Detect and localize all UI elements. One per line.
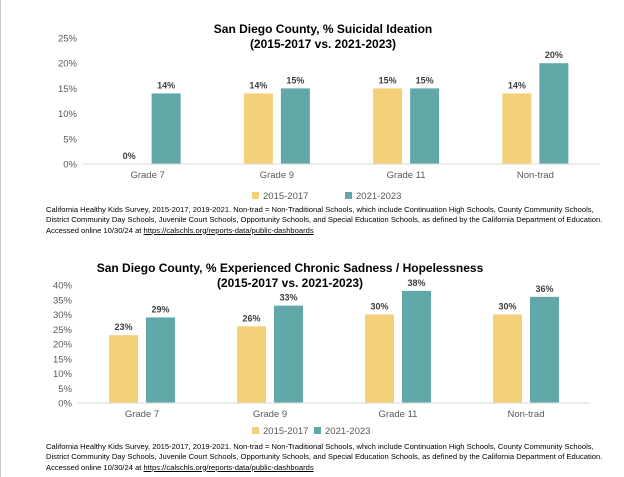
x-category-label: Non-trad — [508, 409, 545, 420]
source-link[interactable]: https://calschls.org/reports-data/public… — [143, 462, 314, 472]
y-tick-label: 40% — [53, 281, 73, 292]
bar-2021-2023 — [402, 290, 431, 403]
bar-2015-2017 — [502, 93, 532, 164]
source-note-2: California Healthy Kids Survey, 2015-201… — [46, 442, 606, 473]
chart-title: San Diego County, % Suicidal Ideation — [214, 22, 432, 36]
bar-2015-2017 — [109, 335, 138, 403]
y-tick-label: 10% — [53, 369, 73, 380]
data-label: 33% — [279, 293, 297, 303]
x-category-label: Grade 7 — [125, 409, 159, 420]
y-tick-label: 15% — [58, 84, 78, 95]
source-note-1: California Healthy Kids Survey, 2015-201… — [46, 205, 606, 236]
x-category-label: Grade 9 — [253, 409, 287, 420]
legend-swatch — [314, 427, 321, 434]
bar-2015-2017 — [493, 314, 522, 403]
legend-label: 2021-2023 — [325, 426, 370, 437]
data-label: 14% — [508, 80, 526, 90]
y-tick-label: 30% — [53, 310, 73, 321]
data-label: 26% — [242, 313, 260, 323]
y-tick-label: 15% — [53, 354, 73, 365]
legend-swatch — [345, 192, 352, 199]
data-label: 14% — [249, 80, 267, 90]
y-tick-label: 0% — [58, 399, 72, 410]
frame-border — [0, 0, 1, 477]
bar-2015-2017 — [243, 93, 273, 164]
data-label: 15% — [416, 75, 434, 85]
source-text: California Healthy Kids Survey, 2015-201… — [46, 205, 603, 235]
bar-2021-2023 — [530, 296, 559, 403]
x-category-label: Grade 11 — [387, 170, 426, 181]
bar-2015-2017 — [365, 314, 394, 403]
chart-subtitle: (2015-2017 vs. 2021-2023) — [250, 37, 396, 51]
y-tick-label: 20% — [53, 340, 73, 351]
bar-2021-2023 — [151, 93, 181, 164]
data-label: 14% — [157, 80, 175, 90]
data-label: 15% — [379, 75, 397, 85]
legend-label: 2015-2017 — [263, 191, 308, 202]
legend-swatch — [252, 427, 259, 434]
source-text: California Healthy Kids Survey, 2015-201… — [46, 442, 603, 472]
bar-2021-2023 — [274, 305, 303, 403]
bar-2021-2023 — [146, 317, 175, 403]
chart-suicidal-ideation: San Diego County, % Suicidal Ideation(20… — [58, 22, 600, 202]
y-tick-label: 5% — [58, 384, 72, 395]
bar-2015-2017 — [373, 88, 403, 164]
chart-chronic-sadness: San Diego County, % Experienced Chronic … — [53, 261, 590, 437]
y-tick-label: 5% — [63, 134, 77, 145]
legend-label: 2021-2023 — [356, 191, 401, 202]
y-tick-label: 20% — [58, 59, 78, 70]
data-label: 20% — [545, 50, 563, 60]
y-tick-label: 10% — [58, 109, 78, 120]
y-tick-label: 0% — [63, 160, 77, 171]
data-label: 30% — [370, 302, 388, 312]
data-label: 38% — [407, 278, 425, 288]
chart-title: San Diego County, % Experienced Chronic … — [97, 261, 484, 275]
legend-label: 2015-2017 — [263, 426, 308, 437]
bar-2015-2017 — [237, 326, 266, 403]
data-label: 15% — [286, 75, 304, 85]
data-label: 29% — [151, 304, 169, 314]
bar-2021-2023 — [280, 88, 310, 164]
y-tick-label: 25% — [58, 34, 78, 45]
bar-2021-2023 — [410, 88, 440, 164]
x-category-label: Grade 7 — [130, 170, 164, 181]
source-link[interactable]: https://calschls.org/reports-data/public… — [143, 225, 314, 235]
data-label: 0% — [123, 151, 136, 161]
x-category-label: Grade 9 — [260, 170, 294, 181]
y-tick-label: 35% — [53, 295, 73, 306]
chart-subtitle: (2015-2017 vs. 2021-2023) — [217, 276, 363, 290]
legend-swatch — [252, 192, 259, 199]
x-category-label: Non-trad — [517, 170, 554, 181]
data-label: 23% — [114, 322, 132, 332]
data-label: 36% — [535, 284, 553, 294]
x-category-label: Grade 11 — [379, 409, 418, 420]
bar-2021-2023 — [539, 63, 569, 165]
y-tick-label: 25% — [53, 325, 73, 336]
data-label: 30% — [498, 302, 516, 312]
